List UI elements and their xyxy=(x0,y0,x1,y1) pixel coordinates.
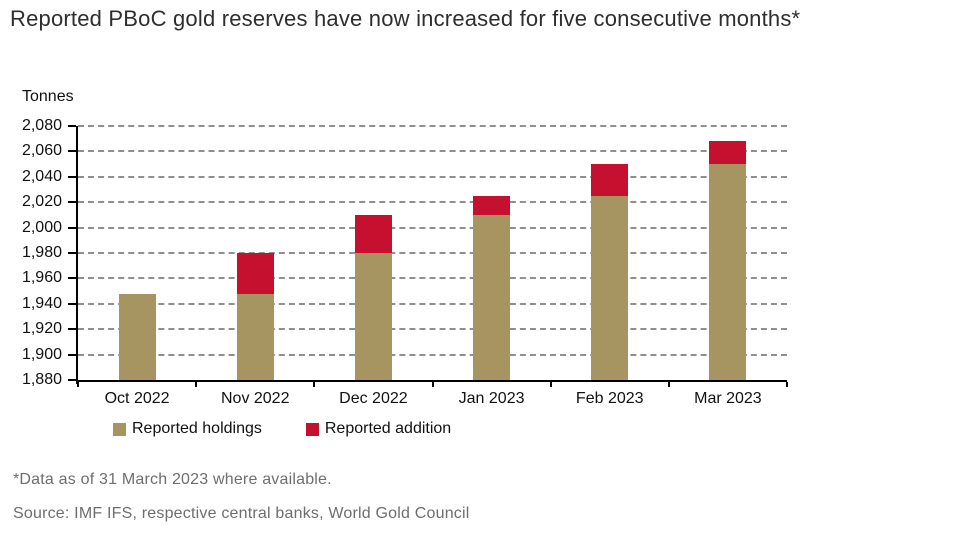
chart-title: Reported PBoC gold reserves have now inc… xyxy=(10,6,801,31)
legend-label: Reported addition xyxy=(324,420,452,437)
x-axis-tick xyxy=(77,382,79,387)
gridline xyxy=(78,277,787,280)
legend-item: Reported addition xyxy=(305,420,452,438)
y-tick-label: 1,980 xyxy=(21,244,62,261)
x-axis-label: Oct 2022 xyxy=(104,390,170,407)
gridline xyxy=(78,226,787,229)
y-axis-tick xyxy=(68,277,76,280)
x-axis-tick xyxy=(195,382,198,387)
legend-label: Reported holdings xyxy=(132,420,262,437)
x-axis-line xyxy=(76,380,787,382)
x-axis-label: Feb 2023 xyxy=(575,390,644,407)
y-tick-label: 2,020 xyxy=(21,193,62,211)
bar-segment-holdings xyxy=(118,293,156,380)
gridline xyxy=(78,353,787,356)
gridline xyxy=(78,252,787,254)
legend-swatch-icon xyxy=(113,422,126,436)
y-axis-line xyxy=(76,126,78,384)
x-axis-tick xyxy=(431,382,434,387)
y-tick-label: 1,920 xyxy=(21,320,62,338)
y-tick-label: 1,900 xyxy=(21,345,62,363)
x-axis-label: Dec 2022 xyxy=(339,390,408,407)
y-tick-label: 1,880 xyxy=(21,371,62,388)
y-axis-tick xyxy=(68,125,76,127)
y-axis-tick xyxy=(68,302,76,305)
plot-area: 1,880 1,900 1,920 1,940 1,960 1,980 2,000 2,020… xyxy=(22,117,788,407)
y-axis-units-label: Tonnes xyxy=(22,88,74,105)
x-axis-tick xyxy=(313,382,316,387)
bar-segment-holdings xyxy=(236,293,274,380)
y-axis-tick xyxy=(68,379,76,381)
x-axis-tick xyxy=(667,382,670,387)
gridline xyxy=(78,150,787,153)
gridline xyxy=(78,175,787,178)
y-tick-label: 1,940 xyxy=(21,294,62,312)
bar-segment-addition xyxy=(591,164,629,196)
x-axis-tick xyxy=(786,382,788,387)
bar-segment-addition xyxy=(709,141,747,165)
x-axis-label: Jan 2023 xyxy=(458,390,525,407)
gridline xyxy=(78,125,787,127)
bar-segment-holdings xyxy=(709,164,747,380)
y-axis-tick xyxy=(68,175,76,178)
x-axis-label: Nov 2022 xyxy=(220,390,290,407)
y-tick-label: 2,000 xyxy=(21,218,62,236)
chart-legend: Reported holdings Reported addition xyxy=(113,420,451,438)
y-tick-label: 2,040 xyxy=(21,167,62,185)
bar-segment-holdings xyxy=(473,214,511,380)
y-tick-label: 1,960 xyxy=(21,269,62,287)
y-axis-tick xyxy=(68,201,76,204)
y-axis-tick xyxy=(68,150,76,153)
gridline xyxy=(78,302,787,305)
y-axis-tick xyxy=(68,226,76,229)
y-axis-tick xyxy=(68,353,76,356)
legend-item: Reported holdings xyxy=(113,420,262,438)
bar-segment-holdings xyxy=(591,195,629,380)
bar-segment-addition xyxy=(473,195,511,215)
y-tick-label: 2,060 xyxy=(21,142,62,160)
bar-segment-addition xyxy=(354,214,392,253)
gridline xyxy=(78,201,787,204)
bar-segment-addition xyxy=(236,253,274,294)
bar-segment-holdings xyxy=(354,253,392,380)
footnote-source: Source: IMF IFS, respective central bank… xyxy=(13,505,470,522)
x-axis-label: Mar 2023 xyxy=(694,390,762,407)
legend-swatch-icon xyxy=(305,422,319,436)
y-axis-tick xyxy=(68,328,76,331)
y-tick-label: 2,080 xyxy=(21,117,62,134)
gridline xyxy=(78,328,787,331)
y-axis-tick xyxy=(68,252,76,254)
footnote-data-note: *Data as of 31 March 2023 where availabl… xyxy=(13,471,332,488)
x-axis-tick xyxy=(549,382,552,387)
